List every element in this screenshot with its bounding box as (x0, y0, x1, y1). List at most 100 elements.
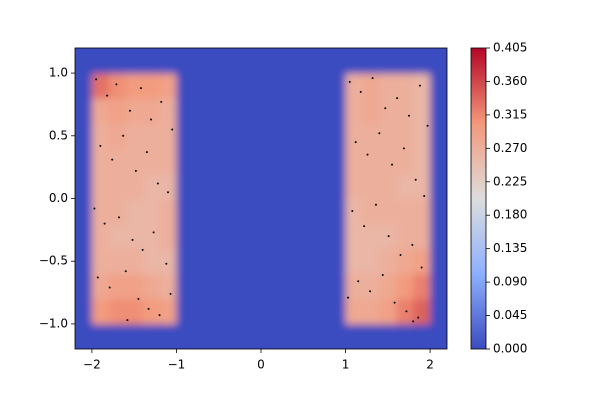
heat-cell (108, 73, 127, 99)
heat-cell (176, 73, 194, 99)
heat-cell (176, 273, 194, 300)
point (402, 147, 405, 150)
heat-cell (75, 223, 93, 250)
point (414, 178, 417, 181)
heat-cell (362, 273, 380, 300)
heat-cell (311, 123, 330, 149)
point (354, 141, 357, 144)
heat-cell (193, 273, 211, 300)
heat-cell (159, 123, 177, 149)
heat-cell (210, 273, 228, 300)
heat-cell (125, 323, 144, 349)
heat-cell (227, 73, 245, 99)
heat-cell (227, 98, 245, 124)
heat-cell (328, 73, 347, 99)
point (95, 78, 98, 81)
heat-cell (311, 273, 330, 300)
point (426, 124, 429, 127)
point (108, 286, 111, 289)
heat-cell (430, 123, 447, 149)
heat-cell (176, 123, 194, 149)
heat-cell (210, 48, 228, 74)
heat-cell (396, 223, 414, 250)
heat-cell (75, 298, 93, 325)
heat-cell (142, 298, 161, 325)
heat-cell (362, 73, 380, 99)
heat-cell (142, 248, 161, 275)
heat-cell (108, 48, 127, 74)
heat-cell (244, 323, 262, 349)
point (399, 253, 402, 256)
heat-cell (379, 73, 397, 99)
heat-cell (311, 248, 330, 275)
heat-cell (328, 248, 347, 275)
point (423, 194, 426, 197)
heat-cell (379, 173, 397, 199)
heat-cell (396, 98, 414, 124)
heat-cell (108, 273, 127, 300)
heat-cell (91, 98, 110, 124)
heat-cell (91, 198, 110, 225)
heat-cell (193, 73, 211, 99)
heat-cell (75, 173, 93, 199)
heat-cell (328, 223, 347, 250)
point (141, 248, 144, 251)
heat-cell (379, 48, 397, 74)
heat-cell (311, 323, 330, 349)
heat-cell (210, 173, 228, 199)
heat-cell (294, 73, 313, 99)
heat-cell (176, 298, 194, 325)
heat-cell (125, 223, 144, 250)
scatter-points (93, 77, 429, 323)
heat-cell (159, 223, 177, 250)
heat-cell (362, 223, 380, 250)
point (374, 203, 377, 206)
heat-cell (91, 223, 110, 250)
point (96, 276, 99, 279)
point (93, 207, 96, 210)
heat-cell (430, 173, 447, 199)
colorbar-tick-label: 0.045 (493, 308, 527, 322)
point (124, 270, 127, 273)
heat-cell (91, 123, 110, 149)
heat-cell (430, 148, 447, 174)
heat-cell (311, 173, 330, 199)
heat-cell (362, 123, 380, 149)
point (106, 94, 109, 97)
heat-cell (261, 148, 279, 174)
heat-cell (345, 198, 363, 225)
heat-cell (210, 223, 228, 250)
heat-cell (396, 248, 414, 275)
heat-cell (345, 173, 363, 199)
point (357, 280, 360, 283)
heat-cell (159, 198, 177, 225)
heat-cell (294, 323, 313, 349)
heat-cell (159, 323, 177, 349)
heat-cell (345, 148, 363, 174)
heat-cell (430, 48, 447, 74)
heat-cell (294, 223, 313, 250)
heat-cell (261, 223, 279, 250)
point (407, 114, 410, 117)
heat-cell (345, 123, 363, 149)
heat-cell (108, 298, 127, 325)
heat-cell (159, 248, 177, 275)
heat-cell (277, 148, 296, 174)
heat-cell (142, 73, 161, 99)
heat-cell (311, 48, 330, 74)
heat-cell (193, 98, 211, 124)
point (145, 151, 148, 154)
heat-cell (379, 273, 397, 300)
heat-cell (328, 48, 347, 74)
heat-cell (75, 48, 93, 74)
heat-cell (345, 223, 363, 250)
heat-cell (379, 98, 397, 124)
heat-cell (379, 148, 397, 174)
x-tick-label: 1 (342, 358, 350, 372)
heat-cell (244, 223, 262, 250)
heat-cell (159, 273, 177, 300)
heat-cell (176, 148, 194, 174)
x-tick-label: 0 (257, 358, 265, 372)
heat-cell (294, 248, 313, 275)
point (152, 231, 155, 234)
